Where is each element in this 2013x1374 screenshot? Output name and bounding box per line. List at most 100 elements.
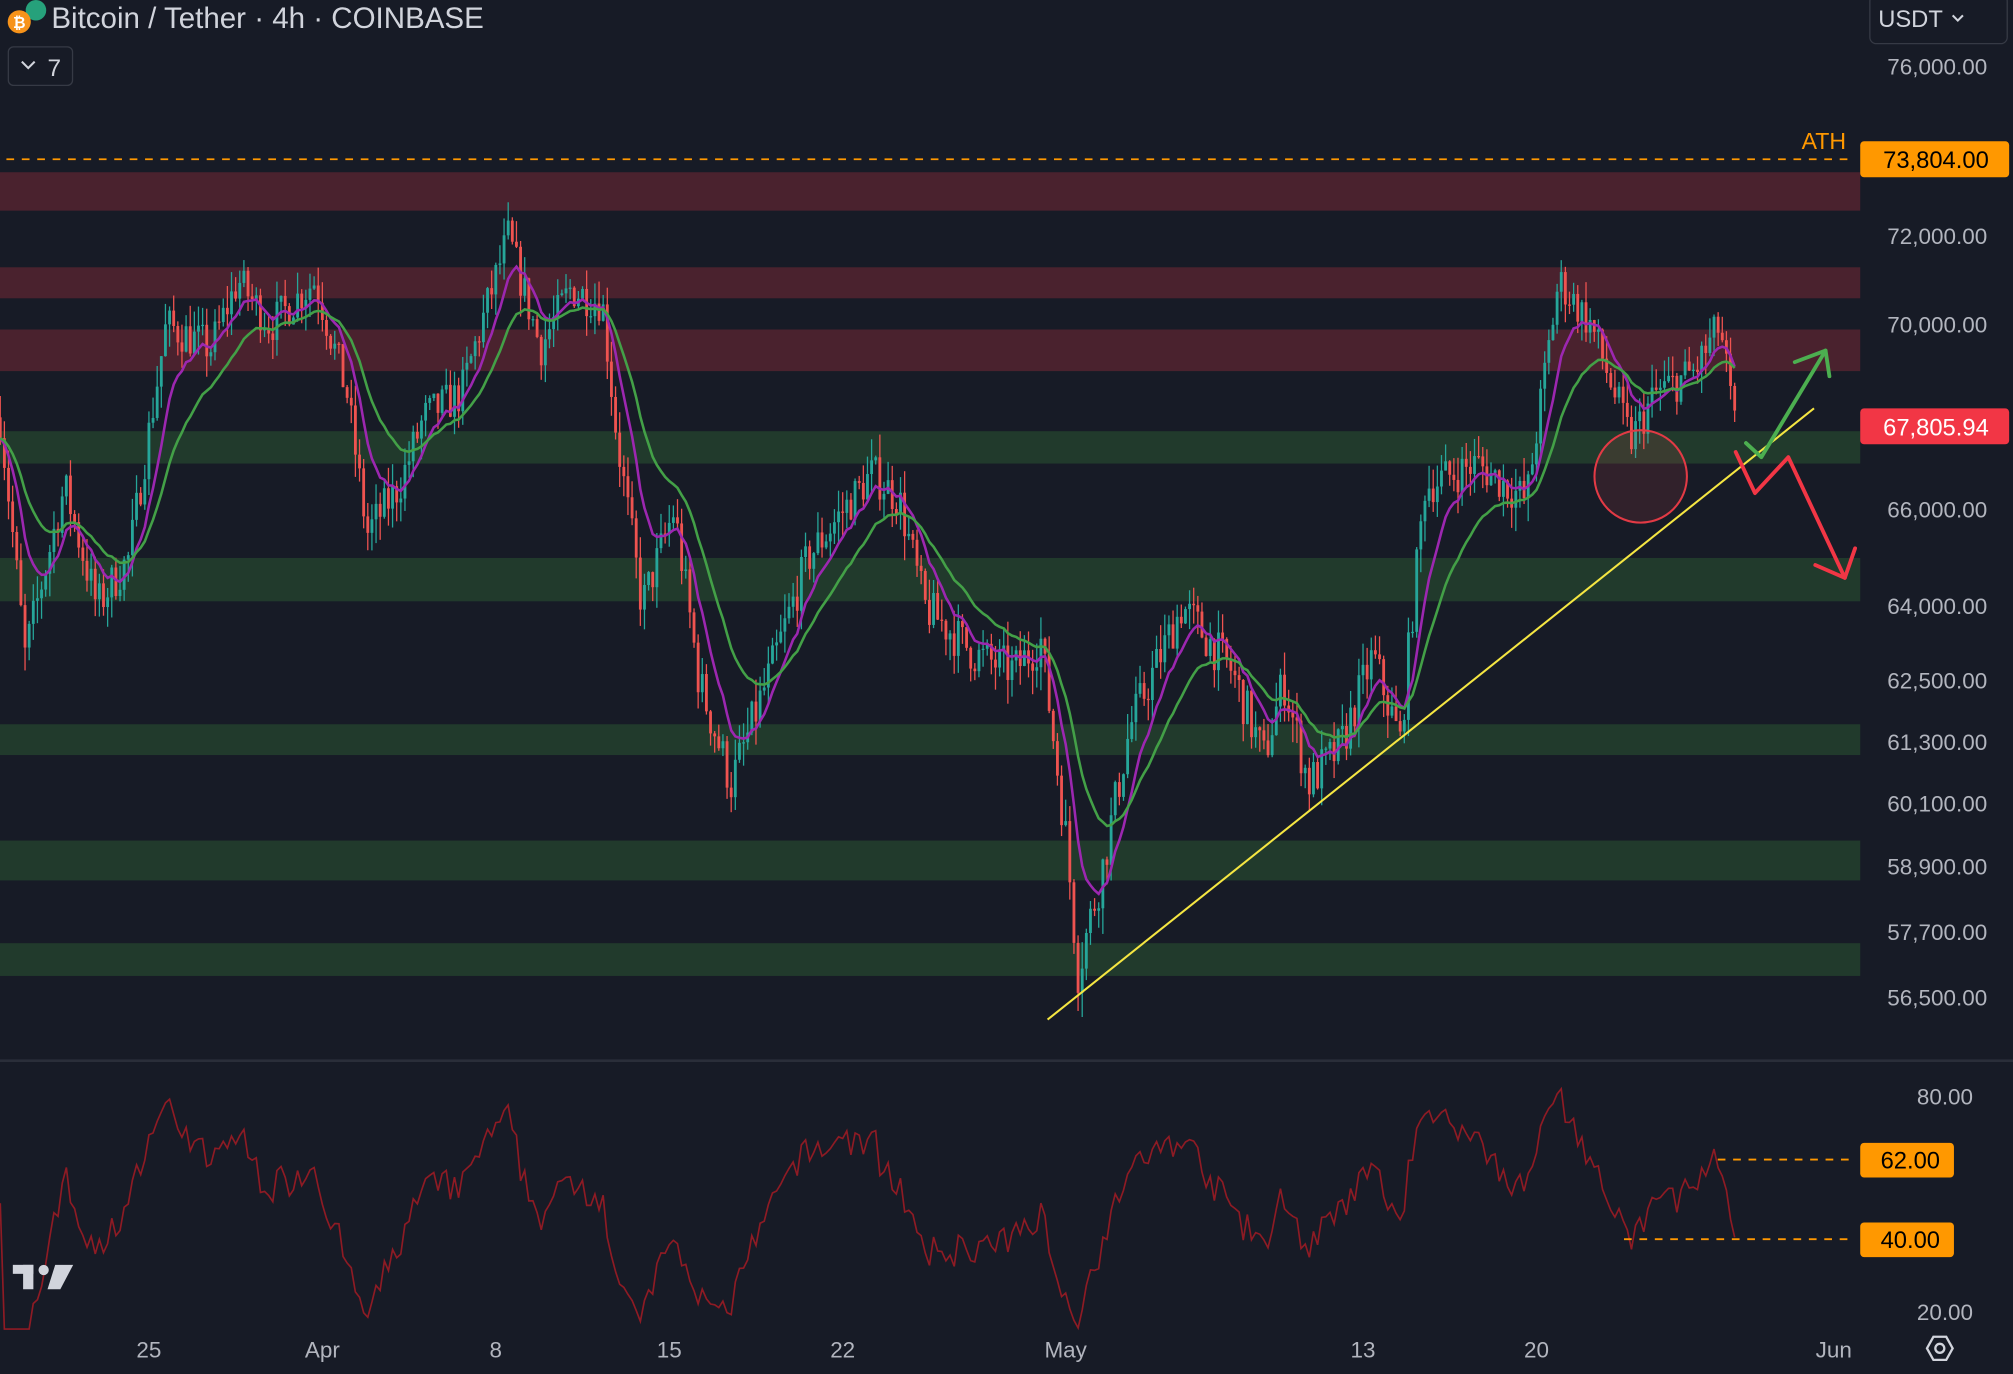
candle-body xyxy=(1712,316,1716,338)
candle-body xyxy=(176,326,180,343)
candle-body xyxy=(899,492,902,515)
bearish-arrow[interactable] xyxy=(1733,450,1858,580)
candle-body xyxy=(812,553,816,569)
bullish-arrow[interactable] xyxy=(1744,348,1832,460)
candle-body xyxy=(1316,762,1319,789)
support-zone[interactable] xyxy=(0,724,1861,756)
candle-body xyxy=(395,486,399,503)
trendline[interactable] xyxy=(1046,407,1815,1021)
candle-body xyxy=(721,741,725,749)
candle-body xyxy=(1283,674,1286,706)
candle-body xyxy=(473,341,477,357)
candle-body xyxy=(130,519,134,556)
candle-body xyxy=(1559,272,1563,292)
candle-body xyxy=(704,674,708,712)
candle-body xyxy=(27,623,31,648)
candle-body xyxy=(97,583,101,600)
candle-body xyxy=(1489,472,1493,486)
candle-body xyxy=(643,584,646,610)
indicators-toggle-button[interactable]: 7 xyxy=(7,46,74,87)
candle-body xyxy=(184,326,188,352)
candle-body xyxy=(432,393,436,399)
indicators-count: 7 xyxy=(48,55,62,82)
candle-body xyxy=(560,293,564,296)
candle-body xyxy=(15,532,19,561)
candle-body xyxy=(907,533,911,537)
candle-body xyxy=(927,599,931,625)
candle-body xyxy=(1617,386,1621,398)
candle-body xyxy=(1212,639,1216,671)
candle-body xyxy=(771,645,774,664)
candle-body xyxy=(837,511,840,523)
time-axis-label: 15 xyxy=(657,1337,682,1362)
candle-body xyxy=(630,497,634,519)
candle-body xyxy=(1609,372,1613,388)
support-zone[interactable] xyxy=(0,431,1861,464)
candle-body xyxy=(1411,631,1414,634)
candle-body xyxy=(1349,707,1353,749)
resistance-zone[interactable] xyxy=(0,267,1861,299)
candle-body xyxy=(1312,762,1315,795)
candle-body xyxy=(382,488,386,517)
ema-fast-line[interactable] xyxy=(0,264,1736,896)
candle-body xyxy=(1101,859,1105,909)
candle-body xyxy=(1117,782,1121,797)
candle-body xyxy=(985,643,989,649)
candle-body xyxy=(638,557,642,610)
candle-body xyxy=(762,687,766,691)
candle-body xyxy=(1621,386,1625,403)
candle-body xyxy=(742,742,745,744)
candle-body xyxy=(1146,698,1150,701)
candle-body xyxy=(1539,388,1542,444)
price-axis-label: 72,000.00 xyxy=(1887,224,1987,249)
currency-select[interactable]: USDT xyxy=(1869,0,2008,45)
candle-body xyxy=(494,264,498,295)
candle-body xyxy=(1568,304,1571,306)
candle-body xyxy=(1481,456,1485,467)
candle-body xyxy=(164,324,167,357)
candle-body xyxy=(804,546,807,557)
candle-body xyxy=(556,295,560,317)
candle-body xyxy=(1184,609,1187,624)
candle-body xyxy=(225,307,229,315)
candle-body xyxy=(936,593,940,620)
ema-slow-line[interactable] xyxy=(0,306,1736,828)
candle-body xyxy=(923,570,927,600)
candle-body xyxy=(605,304,609,362)
candle-body xyxy=(709,711,712,734)
resistance-zone[interactable] xyxy=(0,329,1861,372)
time-axis[interactable]: 25 Apr 8 15 22 May 13 20 Jun xyxy=(136,1337,1851,1362)
candle-body xyxy=(428,398,432,403)
support-zone[interactable] xyxy=(0,840,1861,881)
settings-icon[interactable] xyxy=(1925,1335,1954,1362)
price-axis[interactable]: 76,000.00 72,000.00 70,000.00 66,000.00 64,0… xyxy=(1887,54,1987,1010)
candle-body xyxy=(601,304,605,321)
rsi-line[interactable] xyxy=(0,1086,1736,1331)
price-axis-label: 58,900.00 xyxy=(1887,854,1987,879)
candle-body xyxy=(337,343,341,345)
candle-body xyxy=(1596,329,1600,332)
candle-body xyxy=(1196,605,1200,612)
candle-body xyxy=(510,220,514,242)
candle-body xyxy=(275,301,279,340)
candle-body xyxy=(1704,345,1708,353)
candle-body xyxy=(1241,680,1245,725)
last-price-text: 67,805.94 xyxy=(1883,414,1989,441)
candle-body xyxy=(1390,706,1394,716)
candle-body xyxy=(325,319,328,336)
candle-body xyxy=(1237,675,1241,681)
candle-body xyxy=(1473,456,1476,474)
support-zone[interactable] xyxy=(0,943,1861,976)
resistance-zone[interactable] xyxy=(0,172,1861,211)
candle-body xyxy=(362,468,366,517)
candle-body xyxy=(981,648,985,651)
symbol-title[interactable]: Bitcoin / Tether · 4h · COINBASE xyxy=(51,2,483,35)
candle-body xyxy=(857,481,861,483)
candle-body xyxy=(1530,464,1534,475)
candle-body xyxy=(874,457,878,461)
candle-body xyxy=(564,288,568,294)
highlight-circle[interactable] xyxy=(1593,429,1688,524)
candle-body xyxy=(345,387,349,398)
candle-body xyxy=(1415,549,1419,632)
